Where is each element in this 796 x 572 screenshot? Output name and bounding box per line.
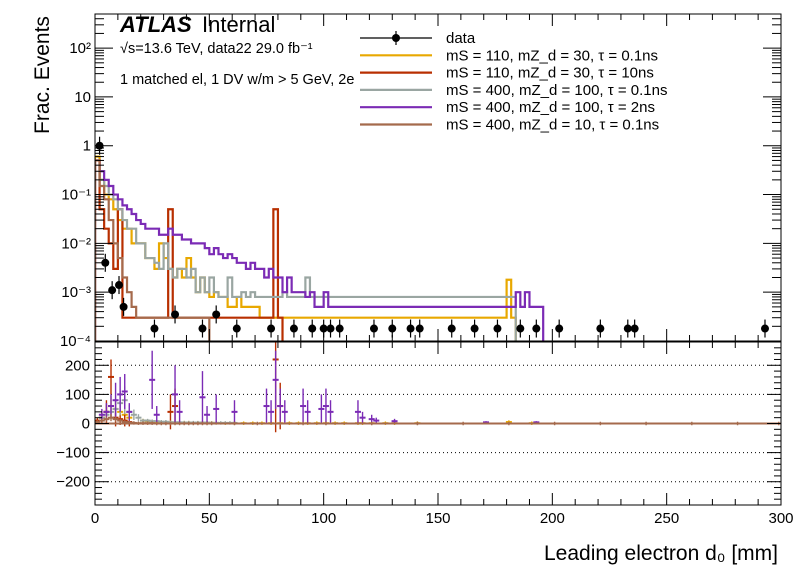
x-tick-label: 300 (768, 510, 793, 527)
data-point (101, 258, 110, 267)
lower-panel-marks (95, 342, 781, 483)
lower-y-tick-label: 0 (82, 416, 90, 433)
upper-panel-marks (95, 136, 769, 341)
data-point (388, 324, 397, 333)
data-point (267, 324, 276, 333)
upper-y-tick-label: 10² (69, 40, 91, 57)
energy-lumi-label: √s=13.6 TeV, data22 29.0 fb⁻¹ (120, 41, 313, 57)
upper-y-tick-label: 10⁻³ (61, 284, 91, 301)
x-tick-label: 50 (201, 510, 218, 527)
hist-series-3 (95, 159, 517, 341)
data-point (493, 324, 502, 333)
axes-layer: 10² 10 1 10⁻¹ 10⁻² 10⁻³ 10⁻⁴ 0 50 100 150 200 250 300… (56, 13, 794, 527)
upper-y-tick-label: 10⁻² (61, 235, 91, 252)
hist-series-5 (95, 159, 211, 341)
data-point (115, 281, 124, 290)
x-tick-label: 0 (91, 510, 99, 527)
atlas-status-label: Internal (202, 12, 275, 37)
x-tick-label: 100 (311, 510, 336, 527)
data-point (760, 324, 769, 333)
upper-y-tick-label: 10 (74, 89, 91, 106)
data-point (319, 324, 328, 333)
x-axis-label: Leading electron d₀ [mm] (544, 542, 778, 565)
upper-y-tick-label: 1 (83, 138, 91, 155)
data-point (335, 324, 344, 333)
lower-y-tick-label: −100 (56, 445, 90, 462)
data-point (212, 310, 221, 319)
data-point (470, 324, 479, 333)
data-point (119, 302, 128, 311)
lower-y-tick-label: 200 (65, 357, 90, 374)
lower-y-tick-label: 100 (65, 386, 90, 403)
data-point (171, 310, 180, 319)
data-point (630, 324, 639, 333)
data-point (198, 324, 207, 333)
atlas-label: ATLAS (119, 12, 192, 37)
legend-entry-label: data (446, 30, 476, 47)
data-point (596, 324, 605, 333)
upper-y-tick-label: 10⁻⁴ (60, 333, 91, 350)
data-point (516, 324, 525, 333)
legend-entry-label: mS = 110, mZ_d = 30, τ = 0.1ns (446, 47, 658, 64)
legend-entry-label: mS = 400, mZ_d = 10, τ = 0.1ns (446, 117, 659, 134)
data-point (532, 324, 541, 333)
data-point (326, 324, 335, 333)
data-point (289, 324, 298, 333)
y-axis-label: Frac. Events (31, 16, 54, 134)
data-point (555, 324, 564, 333)
data-point (369, 324, 378, 333)
legend-entry-label: mS = 400, mZ_d = 100, τ = 2ns (446, 99, 655, 116)
lower-y-tick-label: −200 (56, 474, 90, 491)
data-point (415, 324, 424, 333)
x-tick-label: 150 (425, 510, 450, 527)
data-point (108, 286, 117, 295)
selection-label: 1 matched el, 1 DV w/m > 5 GeV, 2e (120, 72, 354, 88)
data-point (308, 324, 317, 333)
legend-marker (392, 34, 400, 42)
data-point (150, 324, 159, 333)
data-point (406, 324, 415, 333)
x-tick-label: 250 (654, 510, 679, 527)
data-point (447, 324, 456, 333)
upper-y-tick-label: 10⁻¹ (61, 187, 91, 204)
legend-entry-label: mS = 110, mZ_d = 30, τ = 10ns (446, 65, 654, 82)
data-point (232, 324, 241, 333)
hist-series-4 (95, 159, 545, 341)
x-tick-label: 200 (540, 510, 565, 527)
data-point (623, 324, 632, 333)
legend-entry-label: mS = 400, mZ_d = 100, τ = 0.1ns (446, 82, 667, 99)
